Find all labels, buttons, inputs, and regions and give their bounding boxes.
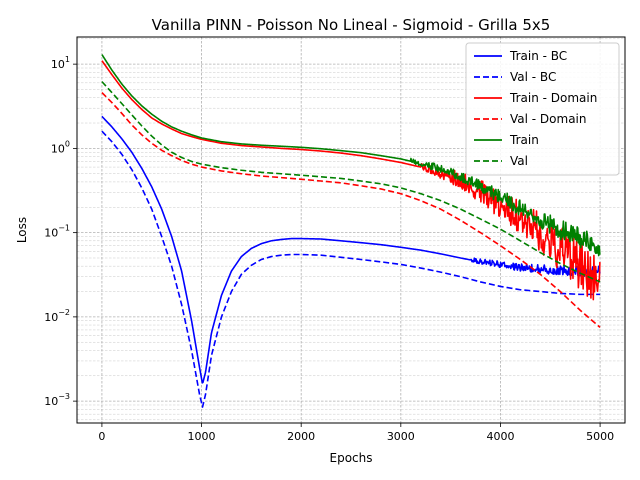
legend-label: Val - BC	[510, 70, 556, 84]
y-tick-base: 10	[44, 227, 58, 240]
legend-label: Train - BC	[509, 49, 567, 63]
plot-frame	[76, 36, 626, 424]
y-tick-base: 10	[51, 142, 65, 155]
y-tick-label: 10−2	[44, 308, 70, 324]
y-tick-base: 10	[44, 395, 58, 408]
y-tick-exponent: 1	[65, 55, 70, 64]
x-tick-label: 0	[98, 430, 105, 443]
y-tick-base: 10	[44, 311, 58, 324]
y-tick-base: 10	[51, 58, 65, 71]
chart-title: Vanilla PINN - Poisson No Lineal - Sigmo…	[152, 16, 551, 34]
series-line-val	[101, 81, 601, 283]
series-line-val-bc	[101, 130, 601, 408]
legend: Train - BC Val - BC Train - Domain Val - Do…	[465, 42, 620, 176]
y-tick-label: 10−3	[44, 392, 70, 408]
x-tick-label: 4000	[486, 430, 514, 443]
y-tick-exponent: −1	[58, 224, 70, 233]
y-tick-label: 101	[51, 55, 70, 71]
y-tick-label: 100	[51, 139, 70, 155]
legend-box	[465, 42, 620, 176]
series-line-train-domain	[101, 60, 601, 301]
x-axis-label: Epochs	[330, 451, 373, 465]
x-tick-label: 5000	[586, 430, 614, 443]
y-tick-exponent: 0	[65, 139, 70, 148]
series-line-train-bc	[101, 115, 601, 384]
x-tick-label: 3000	[387, 430, 415, 443]
x-tick-label: 2000	[287, 430, 315, 443]
legend-label: Val - Domain	[510, 112, 587, 126]
x-tick-label: 1000	[188, 430, 216, 443]
y-tick-exponent: −3	[58, 392, 70, 401]
series-line-val-domain	[101, 91, 601, 329]
series-layer	[101, 54, 601, 408]
legend-label: Val	[510, 154, 528, 168]
y-tick-exponent: −2	[58, 308, 70, 317]
y-axis-label: Loss	[15, 217, 29, 243]
y-tick-label: 10−1	[44, 224, 70, 240]
legend-label: Train - Domain	[509, 91, 597, 105]
x-axis-ticks: 0 1000 2000 3000 4000 5000	[98, 423, 614, 443]
legend-label: Train	[509, 133, 539, 147]
series-line-train	[101, 54, 601, 257]
